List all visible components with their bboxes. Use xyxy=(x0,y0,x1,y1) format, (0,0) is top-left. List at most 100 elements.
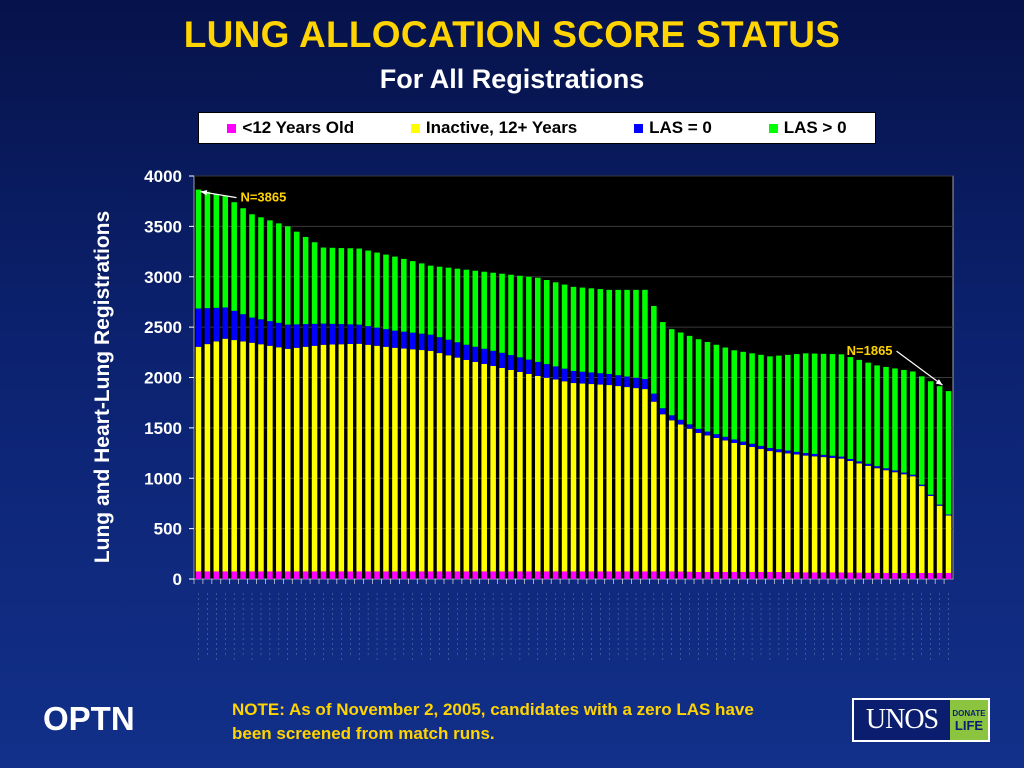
bar-segment xyxy=(668,329,675,416)
bar-segment xyxy=(901,572,907,579)
legend: <12 Years Old Inactive, 12+ Years LAS = … xyxy=(198,112,876,144)
annotation-arrow xyxy=(896,350,943,386)
bar-segment xyxy=(276,223,282,323)
bar-segment xyxy=(722,436,729,441)
bar-stack xyxy=(383,254,389,579)
bar-stack xyxy=(829,354,836,579)
bar-segment xyxy=(561,284,568,369)
bar-segment xyxy=(401,571,407,579)
bar-segment xyxy=(410,261,416,333)
bar-stack xyxy=(356,248,362,579)
bar-stack xyxy=(874,365,880,579)
y-tick-label: 2000 xyxy=(144,369,182,388)
bar-segment xyxy=(927,494,934,496)
bar-segment xyxy=(847,458,854,461)
bar-segment xyxy=(427,265,434,335)
bar-segment xyxy=(499,273,505,353)
bar-stack xyxy=(526,276,532,579)
bar-segment xyxy=(481,348,487,364)
bar-segment xyxy=(793,454,800,573)
bar-segment xyxy=(767,451,773,572)
bar-segment xyxy=(320,323,327,345)
bar-segment xyxy=(392,571,398,579)
bar-segment xyxy=(740,571,746,579)
bar-stack xyxy=(668,329,675,579)
bar-segment xyxy=(713,434,720,438)
bar-stack xyxy=(195,189,202,579)
y-tick-label: 2500 xyxy=(144,318,182,337)
bar-segment xyxy=(508,355,514,370)
bar-segment xyxy=(213,193,220,308)
bar-segment xyxy=(785,453,791,573)
bar-segment xyxy=(829,572,836,579)
y-tick-label: 3000 xyxy=(144,268,182,287)
bar-segment xyxy=(410,349,416,572)
bar-segment xyxy=(660,414,666,572)
legend-label-under-12: <12 Years Old xyxy=(242,118,355,137)
bar-segment xyxy=(847,572,854,579)
bar-segment xyxy=(695,339,702,429)
bar-segment xyxy=(195,346,202,572)
bar-segment xyxy=(454,342,461,358)
bar-segment xyxy=(936,572,943,579)
bar-segment xyxy=(570,383,577,572)
badge-bottom-text: LIFE xyxy=(954,717,984,733)
bar-segment xyxy=(383,346,389,572)
bar-stack xyxy=(660,322,666,579)
bar-stack xyxy=(293,231,300,579)
bar-segment xyxy=(686,571,693,579)
bar-segment xyxy=(767,448,773,452)
bar-segment xyxy=(436,266,443,338)
bar-segment xyxy=(302,571,309,579)
bar-segment xyxy=(427,571,434,579)
bar-segment xyxy=(785,572,791,579)
bar-segment xyxy=(195,571,202,579)
bar-segment xyxy=(195,308,202,347)
bar-segment xyxy=(222,196,229,308)
bar-stack xyxy=(624,289,630,579)
bar-segment xyxy=(258,344,264,572)
bar-segment xyxy=(240,341,246,572)
footnote: NOTE: As of November 2, 2005, candidates… xyxy=(232,700,754,743)
bar-segment xyxy=(820,457,827,573)
bar-segment xyxy=(802,572,809,579)
bar-segment xyxy=(374,345,380,572)
bar-segment xyxy=(776,572,782,579)
bar-stack xyxy=(410,261,416,579)
bar-segment xyxy=(213,341,220,572)
bar-segment xyxy=(901,472,907,475)
bar-segment xyxy=(561,381,568,572)
bar-segment xyxy=(883,470,889,573)
chart-subtitle: For All Registrations xyxy=(379,64,645,94)
bar-segment xyxy=(829,457,836,573)
bar-segment xyxy=(660,571,666,579)
bar-segment xyxy=(767,571,773,579)
bar-stack xyxy=(276,223,282,579)
bar-segment xyxy=(651,571,657,579)
bar-segment xyxy=(543,280,550,365)
bar-segment xyxy=(695,432,702,572)
bar-segment xyxy=(749,571,755,579)
unos-logo: UNOS DONATE LIFE xyxy=(852,698,990,742)
bar-segment xyxy=(472,346,479,362)
bar-segment xyxy=(624,571,630,579)
bar-segment xyxy=(918,376,925,485)
bar-segment xyxy=(535,361,541,376)
bar-segment xyxy=(490,272,496,351)
bar-stack xyxy=(508,274,514,579)
bar-segment xyxy=(615,289,621,376)
bar-segment xyxy=(347,324,354,345)
bar-stack xyxy=(204,191,211,579)
bar-segment xyxy=(704,341,711,432)
bar-segment xyxy=(418,350,425,572)
bar-segment xyxy=(606,373,612,386)
bar-segment xyxy=(543,377,550,572)
bar-segment xyxy=(793,572,800,579)
bar-segment xyxy=(677,424,684,572)
bar-segment xyxy=(267,321,273,346)
bar-stack xyxy=(722,347,729,579)
bar-segment xyxy=(552,282,559,367)
bar-segment xyxy=(374,252,380,328)
bar-segment xyxy=(231,310,237,341)
bar-segment xyxy=(276,347,282,572)
